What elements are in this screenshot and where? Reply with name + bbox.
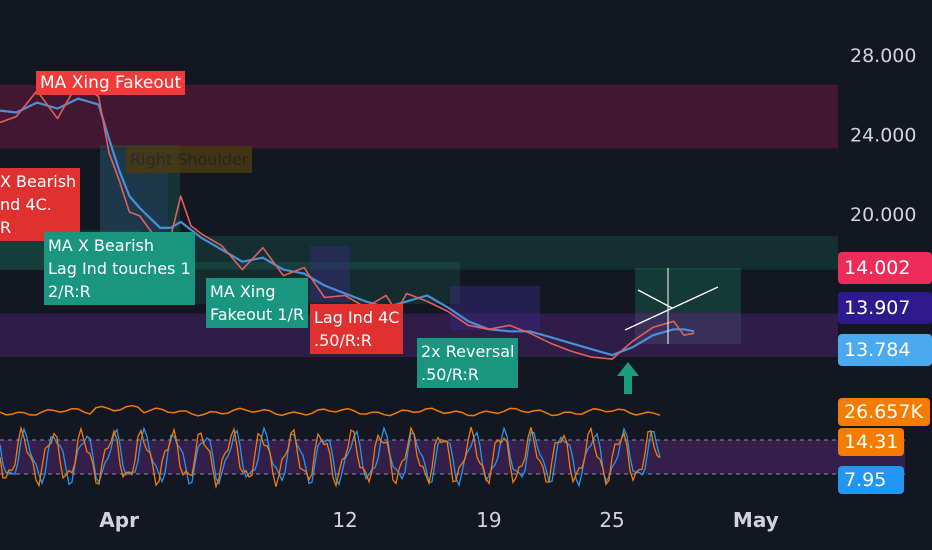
lower-indicators xyxy=(0,404,905,489)
annotation-label: Right Shoulder xyxy=(126,146,253,173)
series-line-0 xyxy=(0,97,695,357)
price-tag: 14.002 xyxy=(838,252,932,284)
annotation-label: Lag Ind 4C .50/R:R xyxy=(310,304,404,354)
x-tick-label: May xyxy=(733,508,779,532)
overlay-layer xyxy=(617,268,719,394)
trendline-lower xyxy=(637,289,673,309)
price-tag: 13.784 xyxy=(838,334,932,366)
volume-tag: 26.657K xyxy=(838,398,930,426)
price-tag: 13.907 xyxy=(838,292,932,324)
volume-line xyxy=(0,404,661,417)
oscillator-d-line xyxy=(0,425,661,489)
y-axis: 28.000 24.000 20.000 xyxy=(850,45,916,226)
oscillator-tag: 7.95 xyxy=(838,466,904,494)
x-tick-label: 25 xyxy=(599,508,624,532)
x-axis: Apr 12 19 25 May xyxy=(99,508,778,532)
trendline-upper xyxy=(624,286,719,331)
y-tick-label: 28.000 xyxy=(850,45,916,67)
annotation-label: 2x Reversal .50/R:R xyxy=(417,338,519,388)
series-layer xyxy=(0,81,695,360)
annotation-label: MA Xing Fakeout xyxy=(36,71,186,95)
oscillator-k-line xyxy=(0,425,661,488)
series-line-1 xyxy=(0,81,695,360)
zones-layer xyxy=(0,84,838,358)
x-tick-label: 19 xyxy=(476,508,501,532)
zone-0 xyxy=(0,84,838,149)
up-arrow-icon xyxy=(617,362,639,394)
annotation-label: MA X Bearish Lag Ind touches 1 2/R:R xyxy=(44,232,195,305)
y-tick-label: 24.000 xyxy=(850,124,916,146)
annotation-label: MA Xing Fakeout 1/R xyxy=(206,278,309,328)
oscillator-tag: 14.31 xyxy=(838,428,904,456)
highlight-box-5 xyxy=(450,286,540,330)
annotation-label: X Bearish nd 4C. R xyxy=(0,168,81,241)
y-tick-label: 20.000 xyxy=(850,204,916,226)
x-tick-label: 12 xyxy=(332,508,357,532)
x-tick-label: Apr xyxy=(99,508,139,532)
highlight-box-6 xyxy=(635,268,741,312)
